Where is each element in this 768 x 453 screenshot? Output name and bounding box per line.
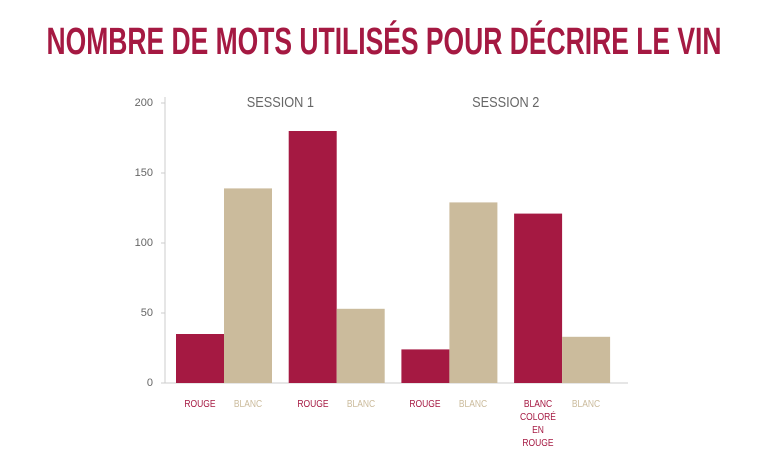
y-tick-label: 200 <box>135 97 153 109</box>
x-tick-label: BLANC <box>233 399 263 410</box>
session-label: SESSION 2 <box>472 93 539 110</box>
y-tick-label: 0 <box>147 377 153 389</box>
x-tick-label: BLANC <box>571 399 601 410</box>
bar <box>514 213 563 383</box>
y-tick-label: 150 <box>135 167 153 179</box>
x-tick-label: ROUGE <box>184 399 216 410</box>
x-tick-label: BLANC COLORÉ EN ROUGE <box>520 399 557 449</box>
x-tick-label: ROUGE <box>409 399 441 410</box>
bar <box>176 334 224 383</box>
y-tick-label: 50 <box>141 307 153 319</box>
session-label: SESSION 1 <box>247 93 314 110</box>
bar <box>449 202 498 383</box>
bar <box>288 131 337 383</box>
bar <box>401 349 450 383</box>
chart-title: NOMBRE DE MOTS UTILISÉS POUR DÉCRIRE LE … <box>47 19 722 63</box>
bar <box>336 308 385 383</box>
y-tick-label: 100 <box>135 237 153 249</box>
x-tick-label: ROUGE <box>297 399 329 410</box>
x-tick-label: BLANC <box>346 399 375 410</box>
bar <box>224 188 272 383</box>
bar <box>562 336 611 383</box>
x-tick-label: BLANC <box>459 399 488 410</box>
